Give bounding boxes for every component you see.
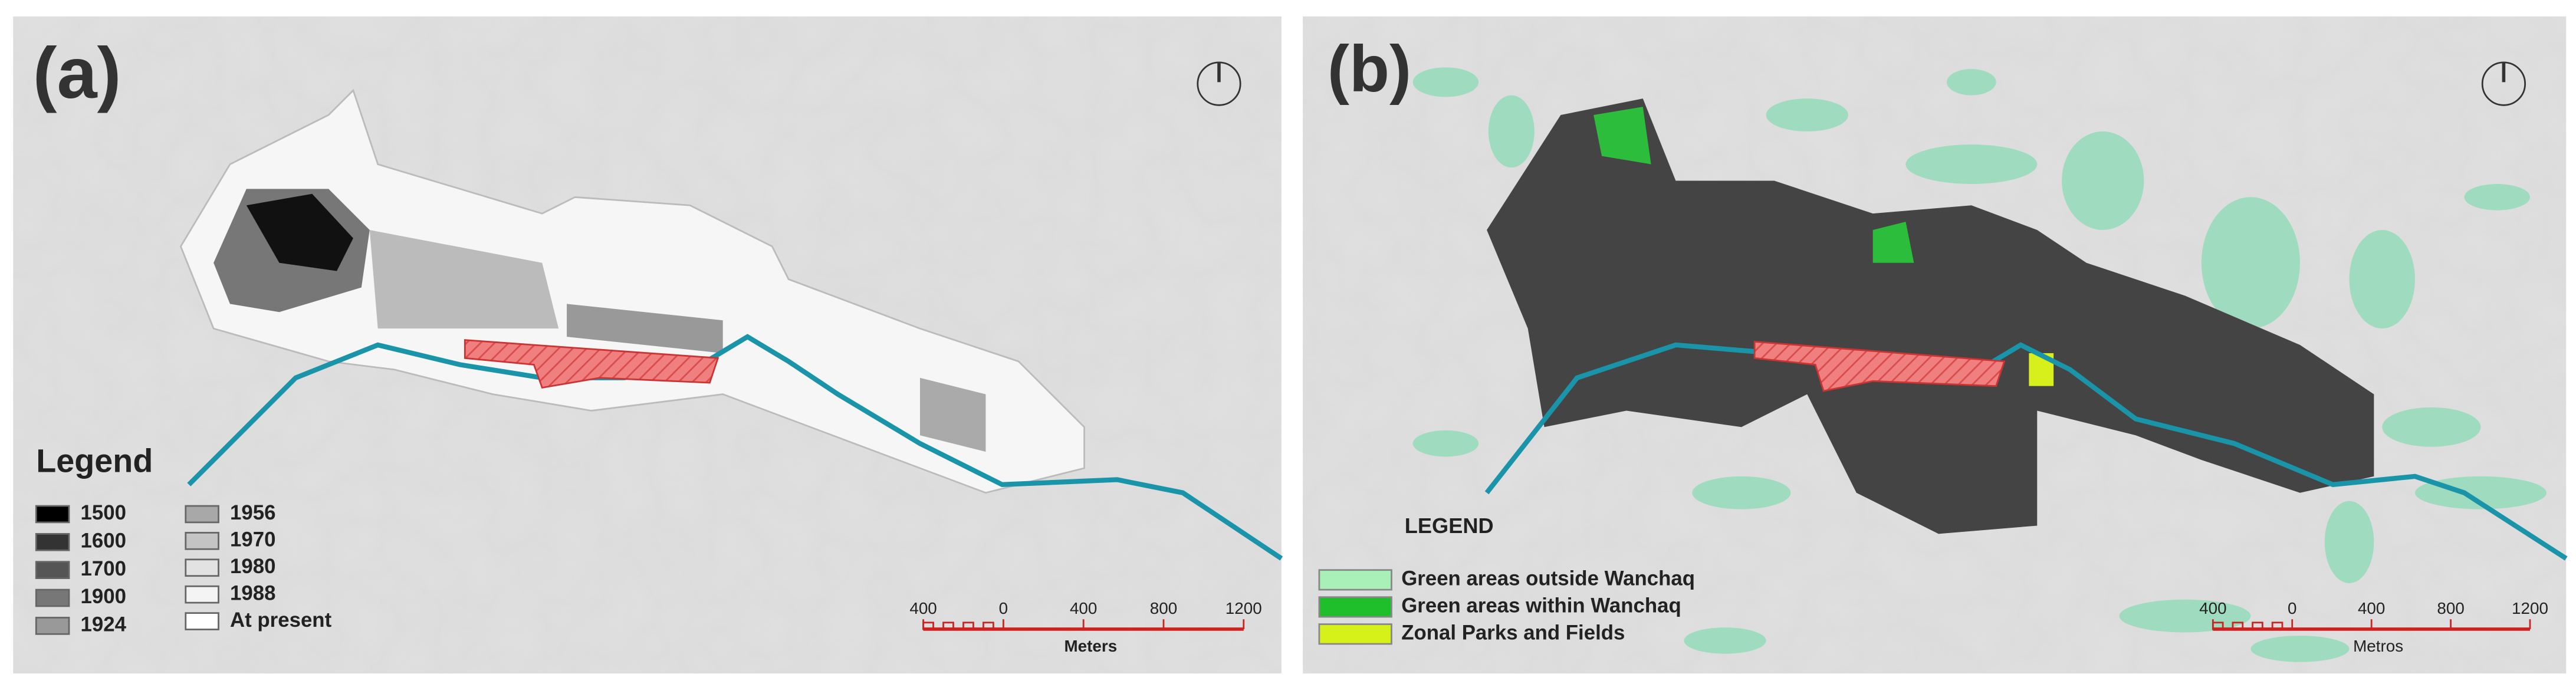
scale-label: 400: [1070, 599, 1097, 617]
legend-label: 1700: [80, 557, 126, 580]
scale-label: 800: [2437, 599, 2464, 617]
legend-swatch: [35, 561, 70, 579]
scale-label: 400: [2358, 599, 2385, 617]
scale-tick: [2232, 621, 2244, 630]
scale-label: 1200: [1225, 599, 1262, 617]
legend-swatch: [35, 505, 70, 524]
legend-swatch: [185, 505, 219, 524]
scale-label: 0: [2288, 599, 2296, 617]
legend-swatch: [185, 558, 219, 577]
scale-label: 1200: [2512, 599, 2548, 617]
panel-label: (a): [33, 32, 121, 113]
legend-label: At present: [230, 609, 332, 632]
scale-tick: [2271, 621, 2283, 630]
legend-label: Zonal Parks and Fields: [1401, 621, 1625, 644]
legend-label: 1988: [230, 581, 275, 604]
panel-label: (b): [1328, 32, 1411, 106]
scale-label: 400: [2199, 599, 2226, 617]
legend-swatch: [35, 532, 70, 551]
legend-label: 1956: [230, 501, 275, 524]
scale-unit: Meters: [1064, 637, 1117, 655]
legend-title: LEGEND: [1405, 514, 1494, 538]
legend-swatch: [185, 612, 219, 630]
scale-tick: [942, 621, 954, 630]
legend-swatch: [185, 585, 219, 604]
legend-title: Legend: [36, 442, 153, 479]
legend-swatch: [35, 617, 70, 635]
legend-label: 1980: [230, 555, 275, 578]
legend-label: 1600: [80, 530, 126, 553]
scale-unit: Metros: [2353, 637, 2403, 655]
legend-swatch: [1318, 596, 1392, 618]
legend-label: 1924: [80, 613, 126, 636]
legend-swatch: [35, 588, 70, 607]
panel-a: (a) Legend 1500 1600 1700 1900 1924 1956 1970 1…: [13, 16, 1283, 674]
scale-tick: [962, 621, 974, 630]
legend-label: Green areas within Wanchaq: [1401, 594, 1681, 617]
scale-label: 0: [999, 599, 1008, 617]
legend-label: Green areas outside Wanchaq: [1401, 567, 1695, 590]
legend-label: 1500: [80, 501, 126, 524]
legend-swatch: [1318, 569, 1392, 591]
legend-swatch: [185, 532, 219, 550]
panel-b: (b) LEGEND Green areas outside Wanchaq Gr…: [1303, 16, 2568, 674]
scale-tick: [983, 621, 994, 630]
legend-swatch: [1318, 623, 1392, 645]
scale-tick: [2252, 621, 2263, 630]
legend-label: 1900: [80, 585, 126, 608]
scale-label: 800: [1150, 599, 1177, 617]
scale-label: 400: [909, 599, 937, 617]
legend-label: 1970: [230, 528, 275, 551]
